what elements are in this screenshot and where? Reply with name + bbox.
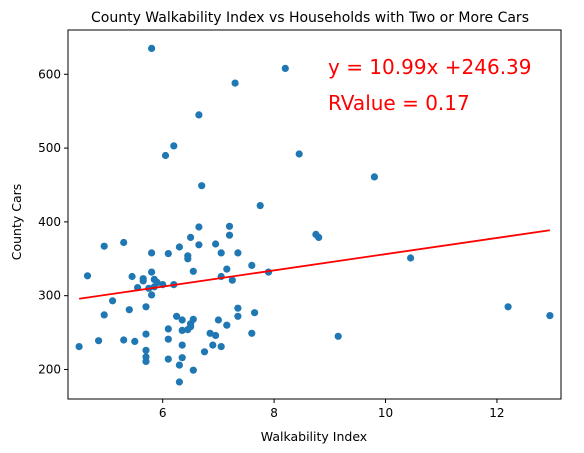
data-point xyxy=(173,312,181,320)
data-point xyxy=(175,361,183,369)
data-point xyxy=(148,268,156,276)
data-point xyxy=(256,202,264,210)
data-point xyxy=(100,242,108,250)
data-point xyxy=(184,326,192,334)
rvalue-annotation: RValue = 0.17 xyxy=(328,91,470,115)
data-point xyxy=(195,111,203,119)
data-point xyxy=(189,315,197,323)
data-point xyxy=(370,173,378,181)
data-point xyxy=(170,142,178,150)
y-axis-label: County Cars xyxy=(9,184,24,261)
data-point xyxy=(75,343,83,351)
data-point xyxy=(139,275,147,283)
x-tick-label: 6 xyxy=(159,406,167,420)
data-point xyxy=(234,312,242,320)
data-point xyxy=(217,343,225,351)
data-point xyxy=(198,182,206,190)
data-point xyxy=(315,233,323,241)
data-point xyxy=(148,44,156,53)
data-point xyxy=(164,325,172,333)
data-point xyxy=(120,238,128,247)
data-point xyxy=(195,241,203,249)
data-point xyxy=(223,265,231,273)
data-point xyxy=(281,64,289,72)
data-point xyxy=(217,249,225,257)
plot-area: 6 8 10 12 200 300 400 500 600 xyxy=(38,29,562,420)
data-point xyxy=(223,321,231,329)
x-tick-label: 8 xyxy=(270,406,278,420)
data-point xyxy=(164,355,172,363)
y-tick-label: 200 xyxy=(38,362,61,376)
data-point xyxy=(184,255,192,263)
data-point xyxy=(120,336,128,344)
data-point xyxy=(125,306,133,314)
data-point xyxy=(206,329,214,337)
data-point xyxy=(100,311,108,319)
y-tick-label: 400 xyxy=(38,215,61,229)
data-point xyxy=(251,309,259,317)
y-tick-label: 300 xyxy=(38,289,61,303)
data-point xyxy=(128,272,136,281)
data-point xyxy=(248,329,256,337)
x-axis-label: Walkability Index xyxy=(261,429,367,444)
data-point xyxy=(189,267,197,275)
data-point xyxy=(142,357,150,365)
data-point xyxy=(161,151,170,160)
x-tick-label: 12 xyxy=(489,406,504,420)
data-point xyxy=(231,79,239,87)
data-point xyxy=(142,346,150,354)
data-point xyxy=(142,303,150,311)
data-point xyxy=(407,254,415,262)
regression-equation: y = 10.99x +246.39 xyxy=(328,55,532,79)
data-point xyxy=(248,261,256,269)
axes-frame xyxy=(67,29,562,400)
data-point xyxy=(131,337,139,345)
data-point xyxy=(234,249,242,257)
data-point xyxy=(189,366,197,374)
data-point xyxy=(228,276,236,284)
data-point xyxy=(334,332,342,340)
data-point xyxy=(295,150,303,158)
data-point xyxy=(225,222,234,230)
data-point xyxy=(164,335,172,343)
data-point xyxy=(214,316,222,324)
regression-line xyxy=(79,229,550,300)
y-tick-label: 600 xyxy=(38,67,61,81)
data-point xyxy=(178,341,186,349)
data-point xyxy=(212,240,220,248)
data-point xyxy=(148,291,156,299)
data-point xyxy=(153,278,161,286)
chart-title: County Walkability Index vs Households w… xyxy=(91,10,529,26)
x-tick-label: 10 xyxy=(378,406,393,420)
data-point xyxy=(83,272,92,280)
data-point xyxy=(175,243,183,251)
data-point xyxy=(178,354,186,362)
data-point xyxy=(209,341,217,349)
data-point xyxy=(195,223,203,231)
y-tick-label: 500 xyxy=(38,141,61,155)
data-point xyxy=(178,326,186,334)
data-point xyxy=(95,337,103,345)
data-point xyxy=(175,378,183,386)
data-point xyxy=(164,250,172,258)
data-point xyxy=(212,331,220,340)
data-point xyxy=(504,303,512,311)
data-point xyxy=(178,316,186,324)
data-point xyxy=(225,231,234,239)
data-point xyxy=(148,249,156,257)
data-point xyxy=(200,348,209,356)
data-point xyxy=(187,233,195,241)
data-point xyxy=(546,312,554,320)
data-point xyxy=(109,297,117,305)
data-point xyxy=(142,330,150,338)
data-point xyxy=(234,304,242,312)
